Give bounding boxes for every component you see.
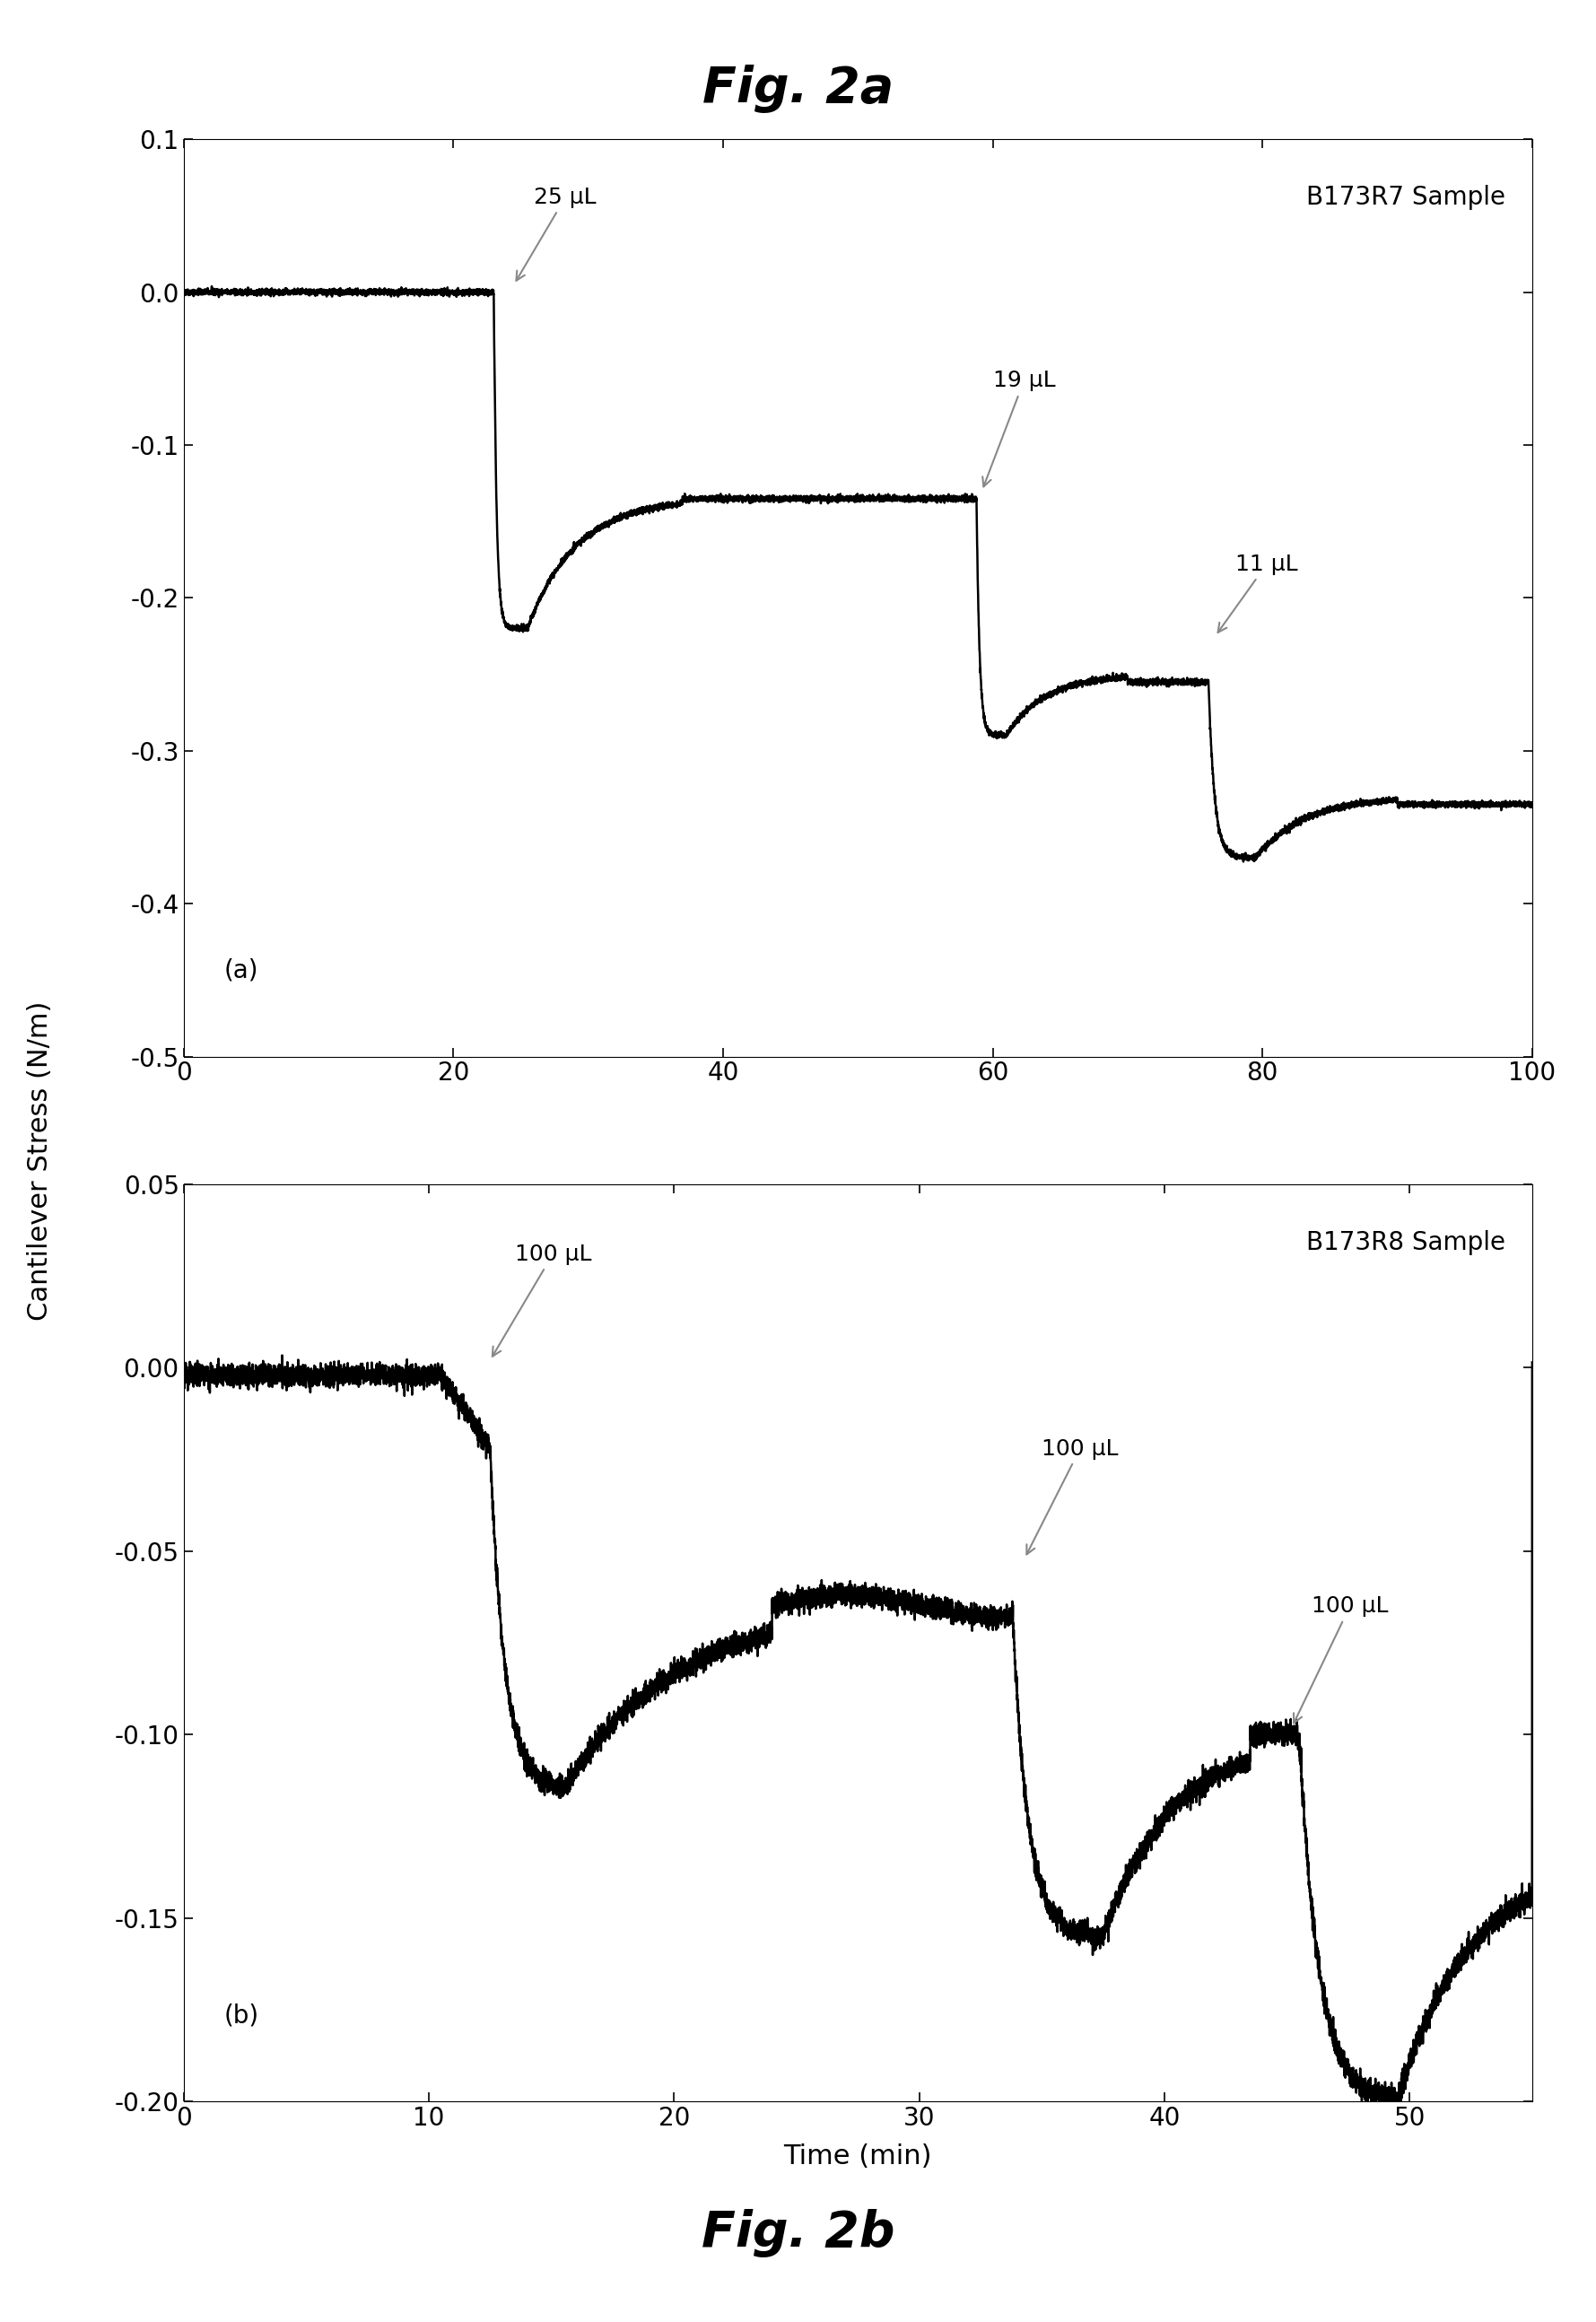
Text: 19 μL: 19 μL — [983, 369, 1055, 488]
Text: (a): (a) — [223, 959, 259, 982]
Text: Fig. 2a: Fig. 2a — [702, 65, 894, 114]
Text: B173R8 Sample: B173R8 Sample — [1306, 1231, 1505, 1256]
Text: 11 μL: 11 μL — [1218, 553, 1298, 632]
Text: (b): (b) — [223, 2004, 259, 2027]
Text: 100 μL: 100 μL — [1294, 1595, 1389, 1723]
Text: Cantilever Stress (N/m): Cantilever Stress (N/m) — [27, 1001, 53, 1321]
Text: 25 μL: 25 μL — [516, 186, 597, 281]
Text: B173R7 Sample: B173R7 Sample — [1306, 186, 1505, 211]
Text: Fig. 2b: Fig. 2b — [701, 2208, 895, 2257]
Text: 100 μL: 100 μL — [1026, 1437, 1119, 1553]
X-axis label: Time (min): Time (min) — [784, 2143, 932, 2169]
Text: 100 μL: 100 μL — [493, 1242, 591, 1356]
